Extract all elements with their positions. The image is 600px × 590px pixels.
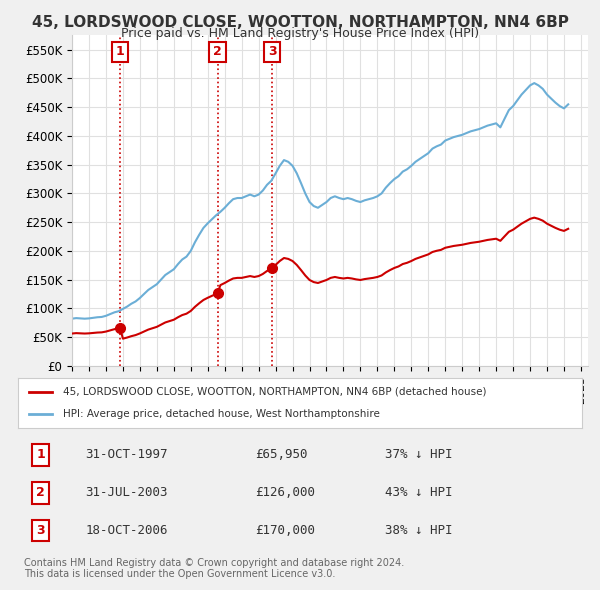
Text: 31-JUL-2003: 31-JUL-2003 [86, 486, 168, 499]
Text: HPI: Average price, detached house, West Northamptonshire: HPI: Average price, detached house, West… [63, 409, 380, 419]
Text: Price paid vs. HM Land Registry's House Price Index (HPI): Price paid vs. HM Land Registry's House … [121, 27, 479, 40]
Text: 31-OCT-1997: 31-OCT-1997 [86, 448, 168, 461]
Text: 3: 3 [268, 45, 277, 58]
Text: 37% ↓ HPI: 37% ↓ HPI [385, 448, 452, 461]
Text: Contains HM Land Registry data © Crown copyright and database right 2024.
This d: Contains HM Land Registry data © Crown c… [24, 558, 404, 579]
Text: 43% ↓ HPI: 43% ↓ HPI [385, 486, 452, 499]
Text: 1: 1 [116, 45, 124, 58]
Text: £126,000: £126,000 [255, 486, 315, 499]
Text: 2: 2 [36, 486, 45, 499]
Text: 45, LORDSWOOD CLOSE, WOOTTON, NORTHAMPTON, NN4 6BP (detached house): 45, LORDSWOOD CLOSE, WOOTTON, NORTHAMPTO… [63, 386, 487, 396]
Text: £65,950: £65,950 [255, 448, 307, 461]
Text: 45, LORDSWOOD CLOSE, WOOTTON, NORTHAMPTON, NN4 6BP: 45, LORDSWOOD CLOSE, WOOTTON, NORTHAMPTO… [32, 15, 568, 30]
Text: £170,000: £170,000 [255, 524, 315, 537]
Text: 2: 2 [213, 45, 222, 58]
Text: 18-OCT-2006: 18-OCT-2006 [86, 524, 168, 537]
Text: 3: 3 [36, 524, 45, 537]
Text: 1: 1 [36, 448, 45, 461]
Text: 38% ↓ HPI: 38% ↓ HPI [385, 524, 452, 537]
